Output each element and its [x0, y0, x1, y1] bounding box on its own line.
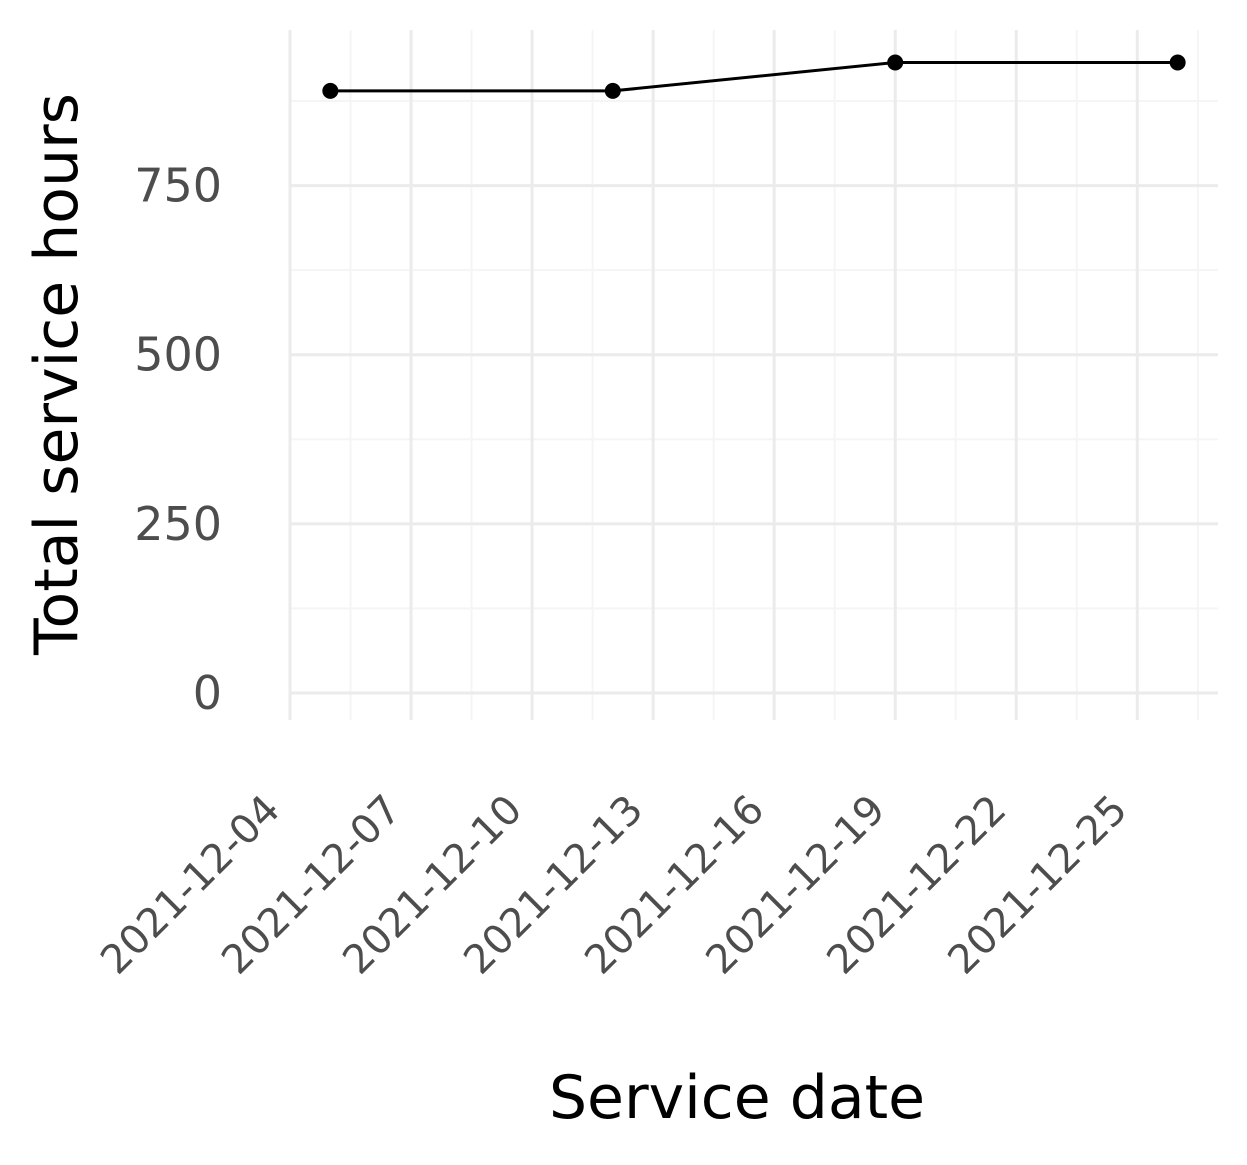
data-point	[887, 54, 904, 71]
x-axis-title: Service date	[549, 1063, 925, 1133]
y-axis-ticks: 0 250 500 750	[134, 159, 222, 720]
data-point	[604, 82, 621, 99]
y-tick-label: 250	[134, 497, 222, 551]
series-line	[330, 61, 1178, 93]
data-point	[1169, 54, 1186, 71]
y-tick-label: 0	[193, 666, 222, 720]
data-point	[322, 82, 339, 99]
y-axis-title: Total service hours	[22, 93, 92, 656]
y-tick-label: 500	[134, 328, 222, 382]
x-axis-ticks: 2021-12-042021-12-072021-12-102021-12-13…	[92, 787, 1136, 984]
grid	[288, 30, 1218, 720]
y-tick-label: 750	[134, 159, 222, 213]
series-layer	[322, 54, 1186, 99]
